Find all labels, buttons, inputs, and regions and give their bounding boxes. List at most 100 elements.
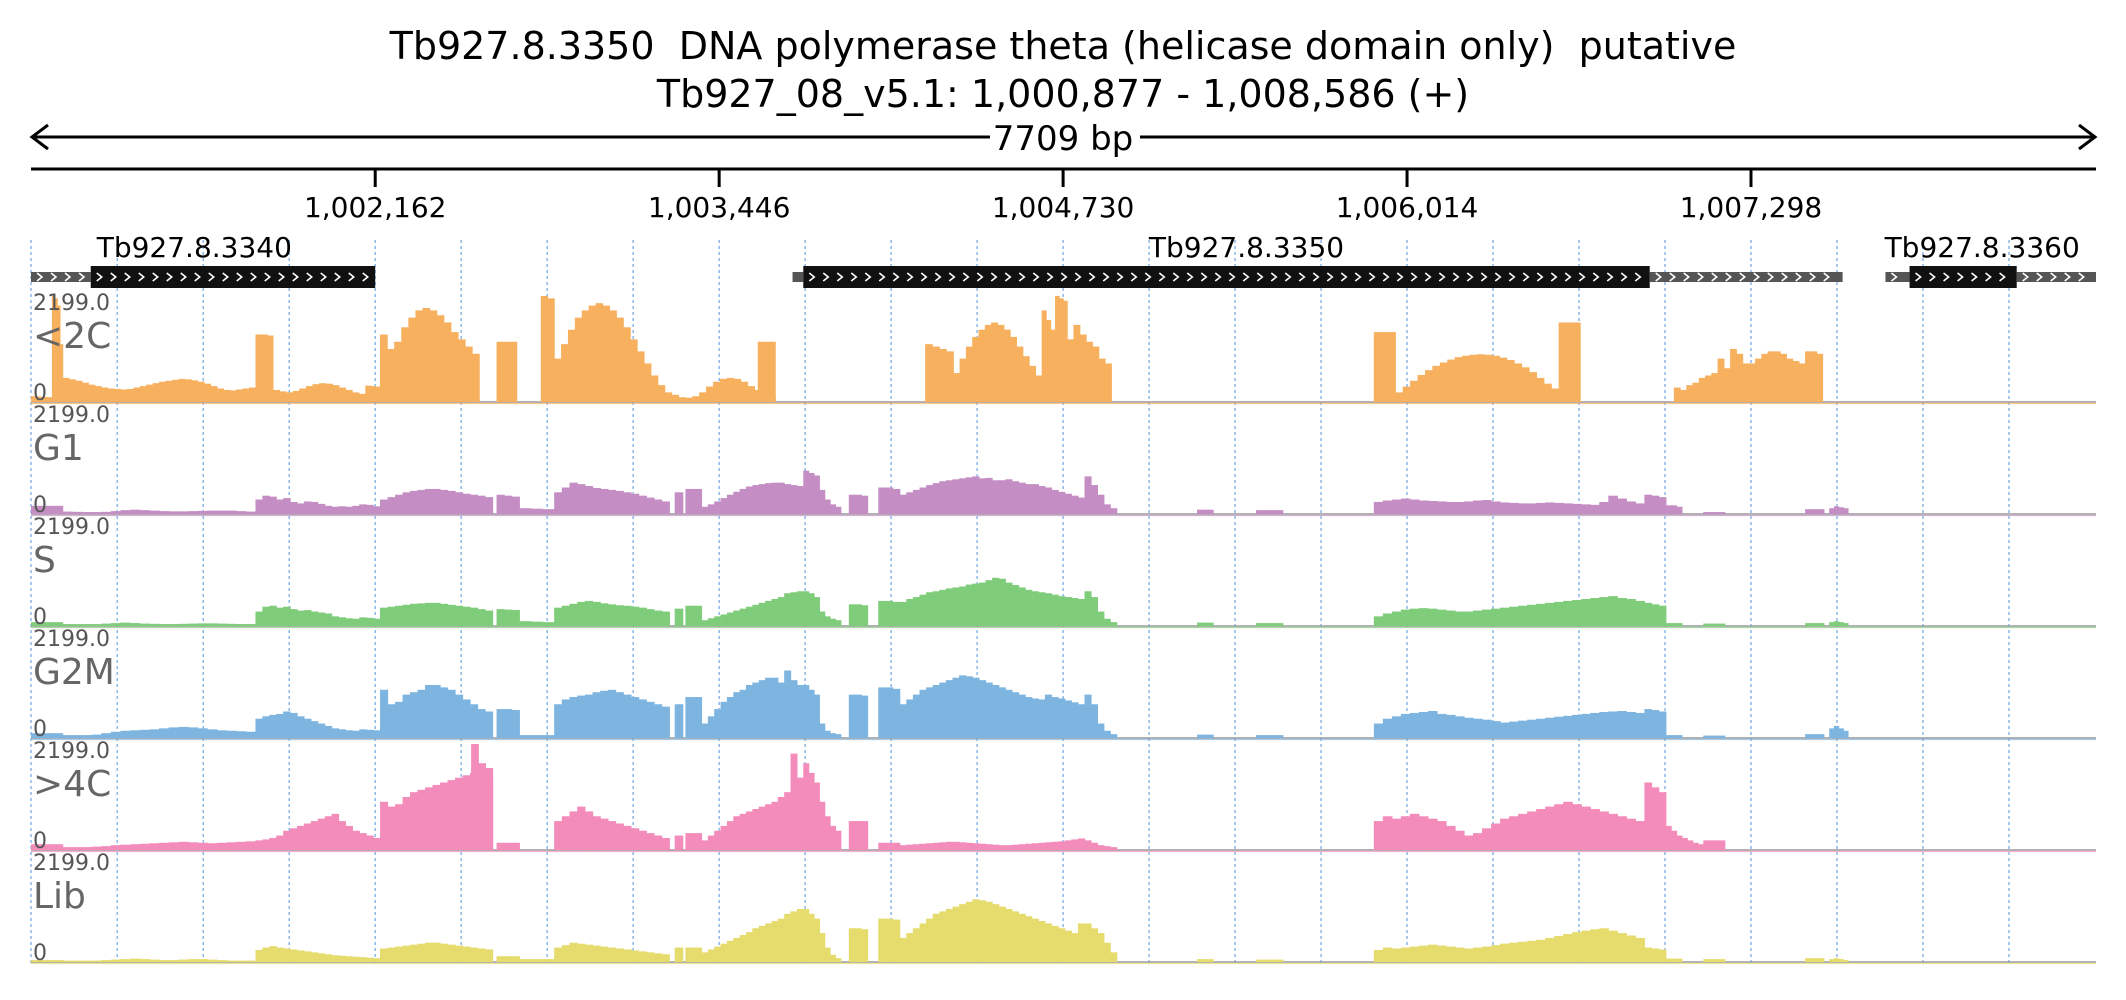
coverage-bar xyxy=(623,949,632,962)
coverage-bar xyxy=(939,348,947,402)
coverage-bar xyxy=(972,583,980,626)
coverage-bar xyxy=(1197,622,1203,626)
coverage-bar xyxy=(912,489,921,514)
coverage-bar xyxy=(1395,392,1404,402)
coverage-bar xyxy=(1527,811,1537,850)
coverage-bar xyxy=(1445,610,1456,626)
coverage-bar xyxy=(262,716,270,738)
coverage-bar xyxy=(1767,351,1775,402)
coverage-bar xyxy=(733,937,741,962)
coverage-bar xyxy=(1409,813,1420,850)
coverage-bar xyxy=(471,744,479,850)
coverage-bar xyxy=(1044,487,1053,514)
coverage-bar xyxy=(813,918,820,962)
coverage-bar xyxy=(216,623,228,626)
coverage-bar xyxy=(319,383,327,402)
track-name-label: >4C xyxy=(33,764,111,805)
coverage-bar xyxy=(609,310,617,402)
coverage-bar xyxy=(1805,958,1812,962)
coverage-bar xyxy=(1427,711,1438,738)
coverage-bar xyxy=(485,497,494,514)
coverage-bar xyxy=(1071,702,1079,738)
coverage-bar xyxy=(978,329,986,402)
coverage-bar xyxy=(1207,622,1214,626)
coverage-bar xyxy=(52,733,64,738)
coverage-bar xyxy=(693,833,703,850)
coverage-bar xyxy=(283,498,291,514)
coverage-bar xyxy=(1044,842,1053,850)
coverage-bar xyxy=(1418,945,1429,962)
coverage-bar xyxy=(1710,840,1719,850)
coverage-bar xyxy=(998,578,1006,626)
coverage-bar xyxy=(790,680,798,738)
coverage-bar xyxy=(366,504,374,514)
coverage-bar xyxy=(387,947,396,962)
coverage-bar xyxy=(592,816,601,850)
gene-label: Tb927.8.3360 xyxy=(1884,231,2080,264)
coverage-bar xyxy=(630,339,638,402)
coverage-bar xyxy=(387,497,396,514)
coverage-bar xyxy=(1090,704,1098,738)
coverage-bar xyxy=(959,842,967,850)
coverage-bar xyxy=(855,604,862,626)
coverage-bar xyxy=(1418,816,1429,850)
coverage-bar xyxy=(387,806,396,850)
coverage-bar xyxy=(1572,322,1581,402)
coverage-bar xyxy=(561,699,571,738)
coverage-bar xyxy=(1635,937,1645,962)
coverage-bar xyxy=(714,501,722,514)
coverage-bar xyxy=(607,689,617,738)
coverage-bar xyxy=(1817,623,1825,626)
coverage-bar xyxy=(440,603,449,626)
coverage-bar xyxy=(62,960,73,962)
coverage-bar xyxy=(1626,711,1636,738)
coverage-bar xyxy=(784,670,792,738)
coverage-bar xyxy=(972,843,980,850)
coverage-bar xyxy=(830,825,837,850)
coverage-bar xyxy=(1717,735,1726,738)
coverage-bar xyxy=(855,821,862,850)
coverage-bar xyxy=(763,341,770,402)
coverage-bar xyxy=(1110,622,1118,626)
coverage-bar xyxy=(998,687,1006,738)
coverage-bar xyxy=(395,494,404,514)
coverage-bar xyxy=(577,806,586,850)
coverage-bar xyxy=(1527,503,1537,514)
coverage-bar xyxy=(359,957,367,962)
coverage-bar xyxy=(310,611,319,626)
coverage-bar xyxy=(255,840,263,850)
coverage-bar xyxy=(569,603,578,626)
coverage-bar xyxy=(739,813,747,850)
coverage-bar xyxy=(607,821,617,850)
coverage-bar xyxy=(899,937,907,962)
coverage-bar xyxy=(861,605,869,626)
coverage-bar xyxy=(1482,946,1492,962)
coverage-bar xyxy=(1051,925,1059,962)
coverage-bar xyxy=(1202,622,1209,626)
coverage-bar xyxy=(1651,787,1660,850)
coverage-bar xyxy=(110,959,122,962)
coverage-bar xyxy=(1464,501,1474,514)
coverage-bar xyxy=(878,600,887,626)
coverage-bar xyxy=(547,298,555,402)
coverage-bar xyxy=(223,389,231,402)
coverage-bar xyxy=(269,837,277,850)
coverage-bar xyxy=(245,841,257,850)
coverage-bar xyxy=(1018,482,1026,514)
coverage-bar xyxy=(1817,734,1825,738)
coverage-bar xyxy=(932,684,940,738)
coverage-bar xyxy=(1558,322,1567,402)
coverage-bar xyxy=(848,604,856,626)
coverage-bar xyxy=(477,609,486,626)
coverage-bar xyxy=(1509,721,1519,738)
coverage-bar xyxy=(1536,502,1546,514)
coverage-bar xyxy=(462,775,471,850)
coverage-bar xyxy=(290,949,298,962)
coverage-bar xyxy=(35,396,40,402)
coverage-bar xyxy=(1097,723,1105,738)
coverage-bar xyxy=(1509,816,1519,850)
coverage-bar xyxy=(1703,512,1712,514)
coverage-bar xyxy=(714,709,722,738)
coverage-bar xyxy=(197,510,208,514)
coverage-bar xyxy=(646,952,655,962)
